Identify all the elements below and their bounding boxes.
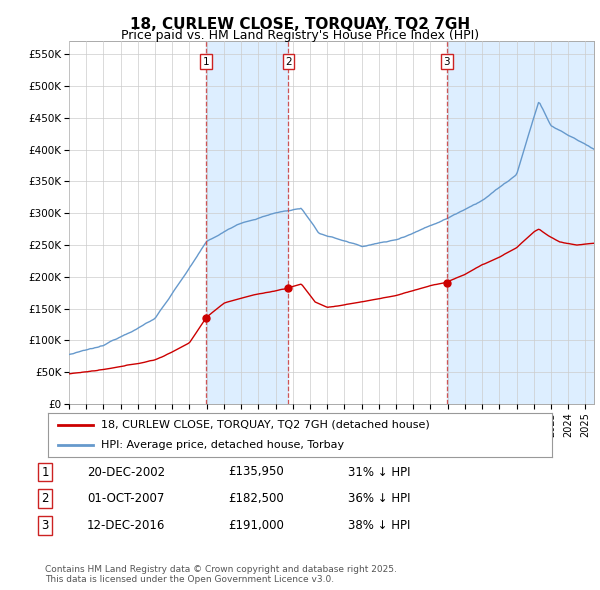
Text: Contains HM Land Registry data © Crown copyright and database right 2025.
This d: Contains HM Land Registry data © Crown c… [45, 565, 397, 584]
Text: 1: 1 [203, 57, 209, 67]
Text: 1: 1 [41, 466, 49, 478]
Text: 2: 2 [41, 492, 49, 505]
Text: £135,950: £135,950 [228, 466, 284, 478]
Text: 2: 2 [285, 57, 292, 67]
Bar [447, 41, 594, 404]
Text: 18, CURLEW CLOSE, TORQUAY, TQ2 7GH (detached house): 18, CURLEW CLOSE, TORQUAY, TQ2 7GH (deta… [101, 420, 430, 430]
Text: 3: 3 [443, 57, 450, 67]
Bar [206, 41, 289, 404]
Text: 01-OCT-2007: 01-OCT-2007 [87, 492, 164, 505]
Text: 3: 3 [41, 519, 49, 532]
Text: 12-DEC-2016: 12-DEC-2016 [87, 519, 166, 532]
Text: £182,500: £182,500 [228, 492, 284, 505]
Text: 20-DEC-2002: 20-DEC-2002 [87, 466, 165, 478]
Text: 18, CURLEW CLOSE, TORQUAY, TQ2 7GH: 18, CURLEW CLOSE, TORQUAY, TQ2 7GH [130, 17, 470, 31]
Text: 38% ↓ HPI: 38% ↓ HPI [348, 519, 410, 532]
Text: Price paid vs. HM Land Registry's House Price Index (HPI): Price paid vs. HM Land Registry's House … [121, 30, 479, 42]
Text: HPI: Average price, detached house, Torbay: HPI: Average price, detached house, Torb… [101, 440, 344, 450]
Text: 31% ↓ HPI: 31% ↓ HPI [348, 466, 410, 478]
Text: 36% ↓ HPI: 36% ↓ HPI [348, 492, 410, 505]
Text: £191,000: £191,000 [228, 519, 284, 532]
